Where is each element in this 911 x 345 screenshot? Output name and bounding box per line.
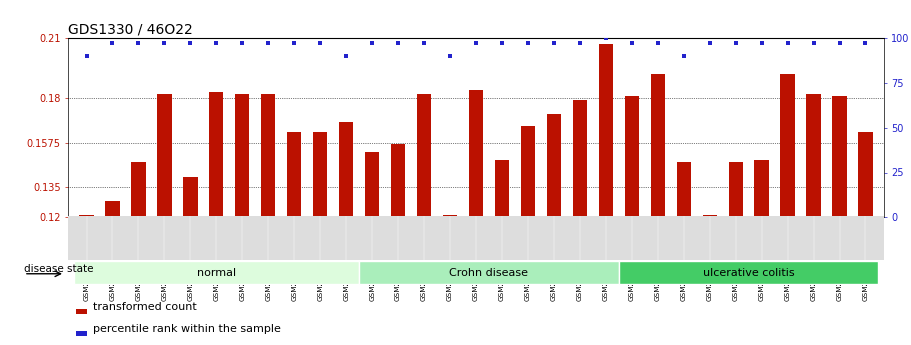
Bar [754, 159, 769, 217]
Bar [547, 114, 561, 217]
Text: disease state: disease state [24, 264, 94, 274]
Point [131, 41, 146, 46]
Bar [158, 94, 171, 217]
Bar [625, 96, 639, 217]
Bar [495, 159, 509, 217]
Point [416, 41, 431, 46]
Bar [313, 132, 327, 217]
Point [729, 41, 743, 46]
Point [312, 41, 327, 46]
Bar [599, 44, 613, 217]
Bar [106, 201, 119, 217]
Bar [650, 74, 665, 217]
Point [157, 41, 171, 46]
Point [443, 53, 457, 59]
Point [261, 41, 275, 46]
Bar [443, 215, 457, 217]
Point [625, 41, 640, 46]
Point [209, 41, 223, 46]
Bar [858, 132, 873, 217]
Bar [210, 92, 223, 217]
Bar [469, 90, 483, 217]
Bar [729, 161, 742, 217]
Text: ulcerative colitis: ulcerative colitis [702, 268, 794, 277]
Point [468, 41, 483, 46]
Bar [365, 151, 379, 217]
Bar [417, 94, 431, 217]
Bar [77, 309, 87, 314]
Bar [339, 122, 353, 217]
Bar [79, 215, 94, 217]
Point [235, 41, 250, 46]
Point [287, 41, 302, 46]
Bar [833, 96, 846, 217]
Point [495, 41, 509, 46]
Point [650, 41, 665, 46]
Bar [131, 161, 146, 217]
Bar [677, 161, 691, 217]
Point [781, 41, 795, 46]
Point [858, 41, 873, 46]
Point [599, 35, 613, 41]
Point [833, 41, 847, 46]
Point [754, 41, 769, 46]
Bar [183, 177, 198, 217]
Bar [806, 94, 821, 217]
Text: transformed count: transformed count [93, 302, 197, 312]
Point [79, 53, 94, 59]
Bar [77, 331, 87, 336]
Point [547, 41, 561, 46]
Bar [521, 126, 535, 217]
Point [573, 41, 588, 46]
Point [806, 41, 821, 46]
Bar [261, 94, 275, 217]
Point [364, 41, 379, 46]
Point [391, 41, 405, 46]
Point [677, 53, 691, 59]
Bar [359, 261, 619, 284]
Text: GDS1330 / 46O22: GDS1330 / 46O22 [68, 23, 193, 37]
Text: percentile rank within the sample: percentile rank within the sample [93, 324, 281, 334]
Bar [391, 144, 405, 217]
Point [183, 41, 198, 46]
Bar [287, 132, 302, 217]
Bar [619, 261, 878, 284]
Bar [573, 100, 587, 217]
Text: Crohn disease: Crohn disease [449, 268, 528, 277]
Bar [702, 215, 717, 217]
Bar [781, 74, 794, 217]
Point [339, 53, 353, 59]
Point [105, 41, 119, 46]
Text: normal: normal [197, 268, 236, 277]
Point [521, 41, 536, 46]
Bar [74, 261, 359, 284]
Bar [235, 94, 250, 217]
Point [702, 41, 717, 46]
